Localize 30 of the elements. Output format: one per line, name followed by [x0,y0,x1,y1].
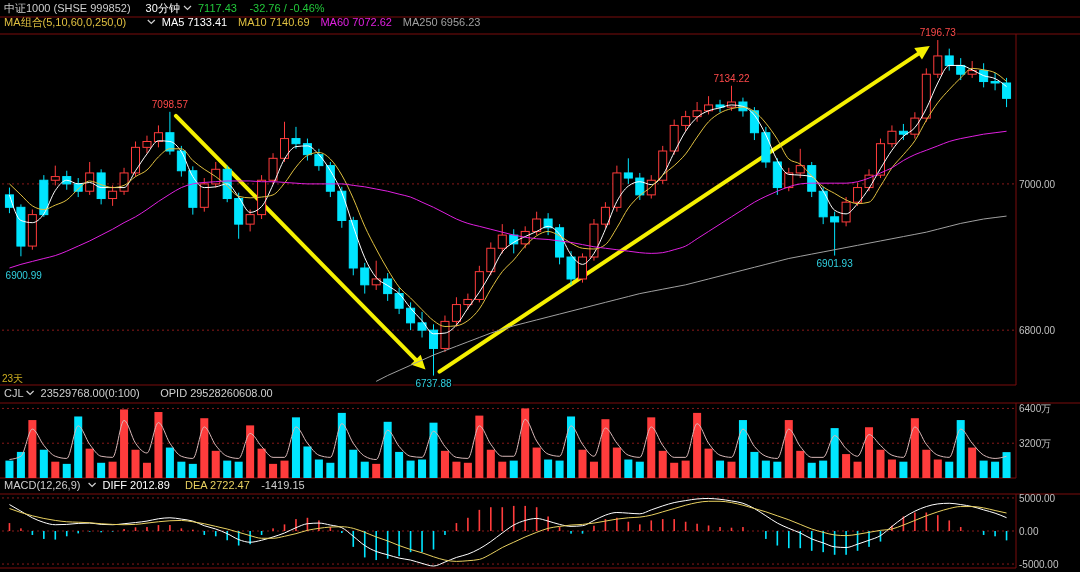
text: 23529768.00(0:100) [40,387,140,399]
text: 7117.43 [198,2,237,14]
y-tick-label: 6800.00 [1019,325,1056,337]
annotation: 7196.73 [919,27,957,39]
y-tick-label: 7000.00 [1019,178,1056,190]
y-tick-label: 0.00 [1019,526,1039,537]
text: MA250 6956.23 [402,16,481,28]
annotation: 6900.99 [5,270,43,282]
text: OPID 29528260608.00 [160,387,273,399]
text: MA10 7140.69 [238,16,310,28]
chart-title: 中证1000 (SHSE 999852) [4,2,131,14]
y-tick-label: -5000.00 [1019,559,1059,571]
annotation: 7134.22 [713,72,750,84]
y-tick-label: 3200万 [1019,438,1052,450]
text: DIFF 2012.89 [102,479,170,491]
text: -32.76 / -0.46% [249,2,325,14]
annotation: 23天 [2,373,24,384]
chart-subtitle: 30分钟 [145,2,180,14]
y-tick-label: 6400万 [1019,403,1052,415]
text: DEA 2722.47 [185,479,250,491]
annotation: 6901.93 [816,257,854,269]
annotation: 6737.88 [415,377,453,389]
legend-title: MA组合(5,10,60,0,250,0) [4,16,127,28]
text: MA60 7072.62 [320,16,392,28]
annotation: 7098.57 [151,98,189,110]
text: -1419.15 [261,479,305,491]
y-tick-label: 5000.00 [1019,492,1056,504]
text: MA5 7133.41 [161,16,228,28]
chart-title: MACD(12,26,9) [4,479,81,491]
chart-title: CJL [4,387,24,399]
